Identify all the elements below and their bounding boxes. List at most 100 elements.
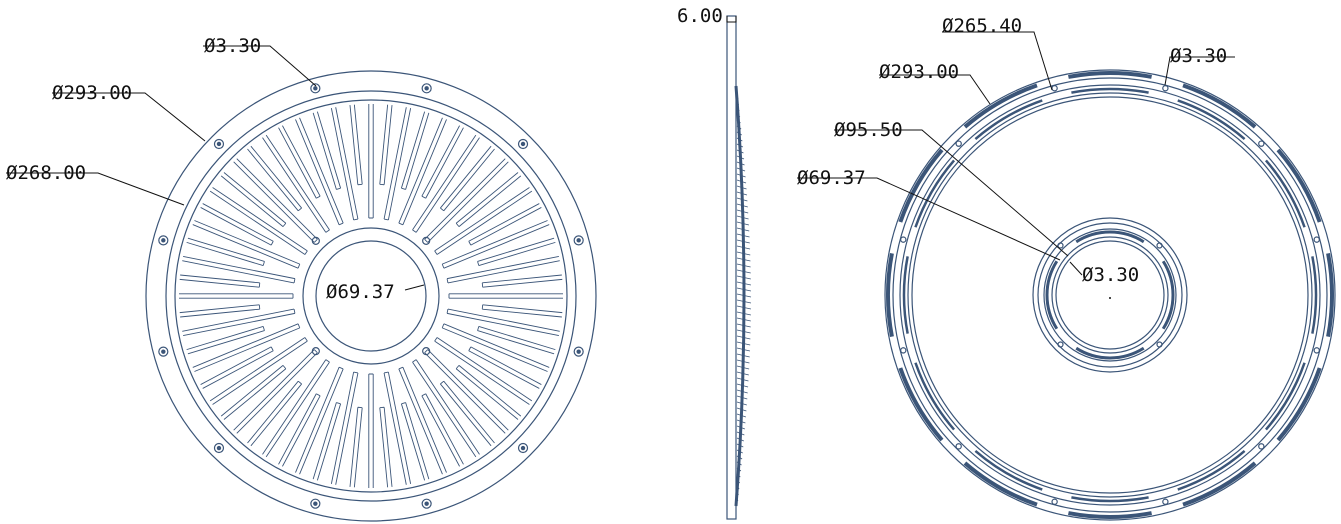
front-fin bbox=[368, 104, 374, 219]
side-fin-edge bbox=[736, 155, 745, 160]
front-fin bbox=[446, 308, 560, 337]
side-fin-edge bbox=[736, 365, 750, 370]
mounting-hole bbox=[213, 442, 225, 454]
front-fin bbox=[295, 117, 344, 226]
front-mounting-holes bbox=[158, 83, 584, 509]
front-fins bbox=[179, 104, 563, 488]
outer-slot bbox=[1276, 367, 1322, 442]
front-fin bbox=[412, 359, 480, 458]
side-fin-edge bbox=[736, 263, 751, 268]
mounting-hole-center bbox=[424, 501, 429, 506]
front-fin bbox=[209, 187, 308, 255]
side-fin-edge bbox=[736, 167, 746, 172]
inner-ring-hole bbox=[1057, 341, 1064, 348]
back-mount-hole bbox=[1162, 85, 1169, 92]
back-mount-hole bbox=[1258, 443, 1265, 450]
front-fin bbox=[379, 104, 393, 186]
mounting-hole bbox=[517, 442, 529, 454]
side-fin-edge bbox=[736, 425, 746, 430]
front-fin bbox=[278, 393, 321, 467]
inner-slot bbox=[914, 362, 956, 431]
front-fin bbox=[179, 304, 261, 318]
side-fin-edge bbox=[736, 149, 744, 154]
outer-slot bbox=[1182, 83, 1257, 129]
front-fin bbox=[383, 371, 412, 485]
front-fin bbox=[179, 274, 261, 288]
front-fin bbox=[448, 293, 563, 299]
front-fin bbox=[182, 308, 296, 337]
back-mount-hole bbox=[955, 443, 962, 450]
leader-back-groove bbox=[942, 31, 1053, 91]
inner-slot bbox=[1311, 256, 1318, 334]
side-fin-edge bbox=[736, 311, 751, 316]
side-fin-edge bbox=[736, 293, 752, 298]
front-hub-holes bbox=[311, 236, 431, 356]
side-fin-edge bbox=[736, 491, 739, 496]
mounting-hole bbox=[421, 498, 432, 509]
back-bore-dim: Ø69.37 bbox=[797, 167, 866, 189]
front-fin bbox=[349, 406, 363, 488]
front-fin bbox=[398, 366, 447, 475]
back-groove-inner bbox=[899, 84, 1321, 506]
front-fin bbox=[192, 220, 301, 269]
back-mount-hole bbox=[1313, 236, 1320, 243]
outer-slot bbox=[898, 148, 944, 223]
mounting-hole bbox=[517, 138, 529, 150]
side-fin-edge bbox=[736, 143, 744, 148]
front-fin bbox=[330, 371, 359, 485]
side-fin-edge bbox=[736, 281, 752, 286]
inner-ring-slot bbox=[1045, 260, 1059, 330]
front-fin bbox=[262, 359, 330, 458]
back-outer-holes bbox=[900, 85, 1320, 505]
front-fin-circle bbox=[174, 99, 568, 493]
back-rim-inner bbox=[907, 92, 1313, 498]
outer-slot bbox=[886, 253, 894, 337]
back-outer-dim: Ø293.00 bbox=[879, 61, 959, 83]
side-fin-edge bbox=[736, 329, 751, 334]
front-fin bbox=[441, 323, 550, 372]
side-fin-edge bbox=[736, 449, 743, 454]
mounting-hole bbox=[158, 346, 169, 357]
side-thickness-dim: 6.00 bbox=[677, 5, 723, 27]
front-fin-dim: Ø268.00 bbox=[6, 162, 86, 184]
leader-back-inner-ring bbox=[834, 129, 1069, 257]
hub-hole bbox=[422, 236, 431, 245]
side-plate bbox=[726, 15, 737, 520]
back-outer-slots bbox=[886, 71, 1334, 519]
leader-side-thickness bbox=[726, 16, 737, 23]
side-fin-edge bbox=[736, 383, 749, 388]
back-mount-hole bbox=[1051, 85, 1058, 92]
front-outer-dim: Ø293.00 bbox=[52, 82, 132, 104]
back-inner-ring-3 bbox=[1043, 228, 1177, 362]
front-fin bbox=[209, 337, 308, 405]
inner-slot bbox=[902, 256, 909, 334]
side-fin-edge bbox=[736, 437, 744, 442]
side-fin-edge bbox=[736, 395, 748, 400]
back-hole-inner-dim: Ø3.30 bbox=[1082, 264, 1139, 286]
mounting-hole-center bbox=[424, 86, 429, 91]
side-fin-edge bbox=[736, 359, 750, 364]
front-fin bbox=[424, 158, 509, 243]
front-fin bbox=[468, 203, 542, 246]
back-hole-outer-dim: Ø3.30 bbox=[1170, 45, 1227, 67]
inner-slot bbox=[974, 449, 1043, 491]
front-fin bbox=[220, 172, 287, 227]
front-fin bbox=[446, 255, 560, 284]
back-mount-hole bbox=[1258, 140, 1265, 147]
front-fin bbox=[220, 365, 287, 420]
front-outer-rim bbox=[145, 70, 597, 522]
back-inner-slots bbox=[1045, 230, 1175, 360]
inner-slot bbox=[1177, 99, 1246, 141]
front-fin bbox=[477, 325, 556, 355]
side-fin-profile bbox=[734, 85, 746, 507]
side-fin-edge bbox=[736, 353, 750, 358]
side-fin-edge bbox=[736, 479, 741, 484]
leader-front-outer bbox=[52, 92, 206, 142]
side-fin-edge bbox=[736, 371, 749, 376]
side-fin-edge bbox=[736, 473, 741, 478]
front-fin bbox=[412, 134, 480, 233]
side-fin-edge bbox=[736, 269, 751, 274]
inner-slot bbox=[1264, 362, 1306, 431]
back-groove-outer bbox=[892, 77, 1328, 513]
inner-ring-slot bbox=[1075, 230, 1145, 244]
